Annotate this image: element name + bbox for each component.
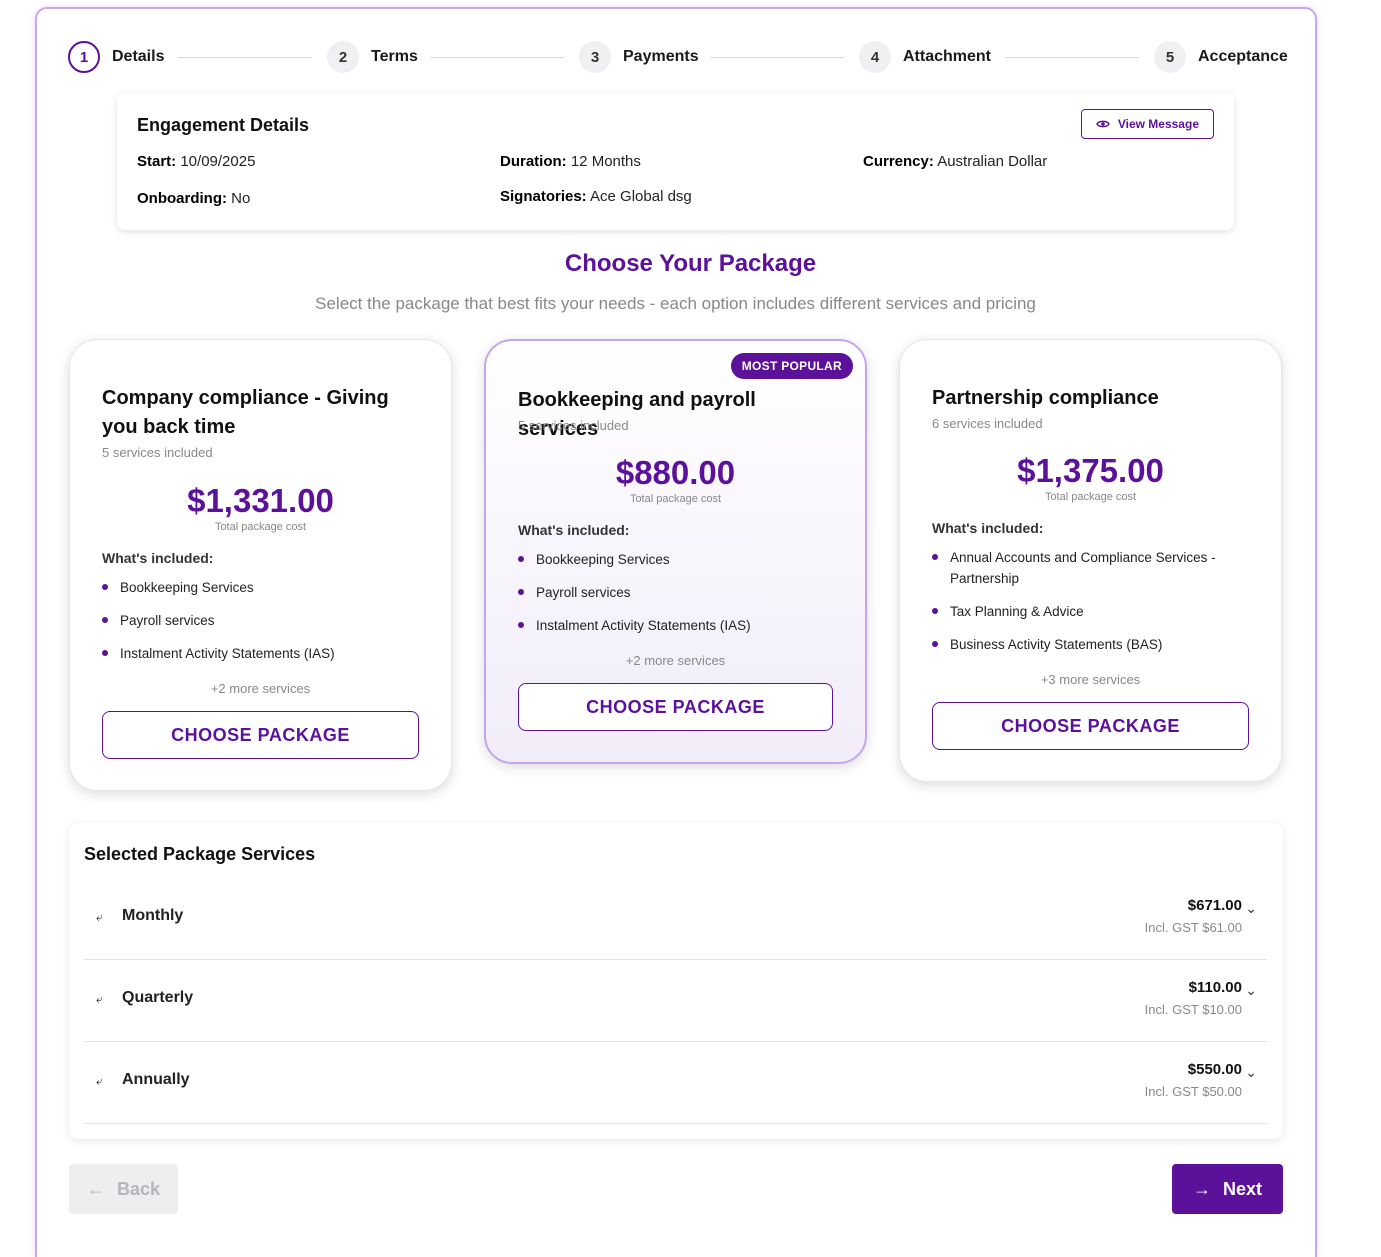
package-price: $880.00 (615, 454, 736, 491)
chevron-down-icon[interactable]: ⌄ (1245, 900, 1257, 916)
billing-amount: $110.00 (1188, 979, 1242, 996)
included-label: What's included: (932, 520, 1044, 536)
choose-package-button[interactable]: CHOOSE PACKAGE (102, 711, 419, 759)
gst-amount: Incl. GST $50.00 (1144, 1084, 1242, 1099)
package-title: Bookkeeping and payroll services (518, 389, 756, 440)
included-list: Annual Accounts and Compliance Services … (932, 547, 1253, 667)
included-list: Bookkeeping Services Payroll services In… (518, 549, 837, 648)
step-connector (710, 57, 844, 58)
package-title: Company compliance - Giving you back tim… (102, 387, 389, 438)
package-title: Partnership compliance (932, 387, 1159, 409)
package-card: Partnership compliance 6 services includ… (899, 339, 1282, 782)
price-label: Total package cost (1044, 491, 1137, 503)
list-item: Bookkeeping Services (102, 577, 423, 598)
step-connector (178, 57, 312, 58)
billing-frequency: Annually (122, 1071, 190, 1088)
services-count: 6 services included (932, 416, 1043, 431)
selected-package-services: Selected Package Services ⤶ Monthly $671… (69, 823, 1283, 1139)
back-label: Back (116, 1178, 161, 1199)
billing-frequency: Quarterly (122, 989, 194, 1006)
choose-package-button[interactable]: CHOOSE PACKAGE (518, 683, 833, 731)
step-label: Payments (623, 48, 699, 65)
choose-package-button[interactable]: CHOOSE PACKAGE (932, 702, 1249, 750)
step-label: Terms (371, 48, 418, 65)
step-label: Acceptance (1198, 48, 1288, 65)
choose-package-subtitle: Select the package that best fits your n… (315, 294, 1036, 313)
step-number: 4 (859, 41, 891, 73)
package-card: Company compliance - Giving you back tim… (69, 339, 452, 791)
currency-field: Currency: Australian Dollar (863, 153, 1048, 170)
services-count: 5 services included (102, 445, 213, 460)
chevron-down-icon[interactable]: ⌄ (1245, 1064, 1257, 1080)
view-message-label: View Message (1117, 117, 1199, 131)
billing-frequency: Monthly (122, 907, 184, 924)
stepper: 1 Details 2 Terms 3 Payments 4 Attachmen… (68, 41, 1288, 75)
included-label: What's included: (518, 522, 630, 538)
more-services: +2 more services (210, 681, 311, 696)
included-list: Bookkeeping Services Payroll services In… (102, 577, 423, 676)
back-button[interactable]: ← Back (69, 1164, 178, 1214)
duration-field: Duration: 12 Months (500, 153, 641, 170)
step-number: 1 (68, 41, 100, 73)
billing-amount: $671.00 (1187, 897, 1242, 914)
price-label: Total package cost (214, 521, 307, 533)
step-connector (430, 57, 564, 58)
step-details[interactable]: 1 Details (68, 41, 164, 73)
package-price: $1,331.00 (187, 482, 334, 519)
list-item: Payroll services (102, 610, 423, 631)
package-price: $1,375.00 (1017, 452, 1164, 489)
next-button[interactable]: → Next (1172, 1164, 1283, 1214)
gst-amount: Incl. GST $61.00 (1144, 920, 1242, 935)
package-card-popular: MOST POPULAR Bookkeeping and payroll ser… (484, 339, 867, 764)
included-label: What's included: (102, 550, 214, 566)
step-connector (1005, 57, 1139, 58)
onboarding-field: Onboarding: No (137, 190, 251, 207)
billing-row-annually[interactable]: ⤶ Annually $550.00 Incl. GST $50.00 ⌄ (84, 1042, 1267, 1124)
arrow-right-icon: → (1192, 1178, 1211, 1199)
step-number: 5 (1154, 41, 1186, 73)
gst-amount: Incl. GST $10.00 (1144, 1002, 1242, 1017)
step-payments[interactable]: 3 Payments (579, 41, 699, 73)
list-item: Tax Planning & Advice (932, 601, 1253, 622)
choose-package-title: Choose Your Package (564, 250, 817, 277)
billing-row-quarterly[interactable]: ⤶ Quarterly $110.00 Incl. GST $10.00 ⌄ (84, 960, 1267, 1042)
step-number: 2 (327, 41, 359, 73)
step-number: 3 (579, 41, 611, 73)
engagement-title: Engagement Details (137, 115, 310, 135)
start-field: Start: 10/09/2025 (137, 153, 256, 170)
signatories-field: Signatories: Ace Global dsg (500, 188, 692, 205)
list-item: Instalment Activity Statements (IAS) (518, 615, 837, 636)
list-item: Annual Accounts and Compliance Services … (932, 547, 1253, 589)
billing-amount: $550.00 (1187, 1061, 1242, 1078)
arrow-left-icon: ← (86, 1178, 105, 1199)
subdirectory-arrow-icon: ⤶ (96, 992, 103, 1006)
list-item: Bookkeeping Services (518, 549, 837, 570)
list-item: Instalment Activity Statements (IAS) (102, 643, 423, 664)
step-label: Details (112, 48, 165, 65)
list-item: Payroll services (518, 582, 837, 603)
more-services: +2 more services (625, 653, 726, 668)
eye-icon (1096, 120, 1110, 128)
view-message-button[interactable]: View Message (1080, 109, 1214, 139)
step-acceptance[interactable]: 5 Acceptance (1154, 41, 1288, 73)
selected-services-title: Selected Package Services (84, 844, 316, 864)
most-popular-badge: MOST POPULAR (730, 353, 853, 379)
engagement-details-card: Engagement Details View Message Start: 1… (117, 93, 1234, 230)
step-label: Attachment (903, 48, 992, 65)
step-attachment[interactable]: 4 Attachment (859, 41, 991, 73)
list-item: Business Activity Statements (BAS) (932, 634, 1253, 655)
step-terms[interactable]: 2 Terms (327, 41, 418, 73)
billing-row-monthly[interactable]: ⤶ Monthly $671.00 Incl. GST $61.00 ⌄ (84, 878, 1267, 960)
chevron-down-icon[interactable]: ⌄ (1245, 982, 1257, 998)
services-count: 5 services included (518, 418, 629, 433)
price-label: Total package cost (629, 493, 722, 505)
more-services: +3 more services (1040, 672, 1141, 687)
subdirectory-arrow-icon: ⤶ (96, 910, 103, 924)
next-label: Next (1222, 1178, 1262, 1199)
subdirectory-arrow-icon: ⤶ (96, 1074, 103, 1088)
